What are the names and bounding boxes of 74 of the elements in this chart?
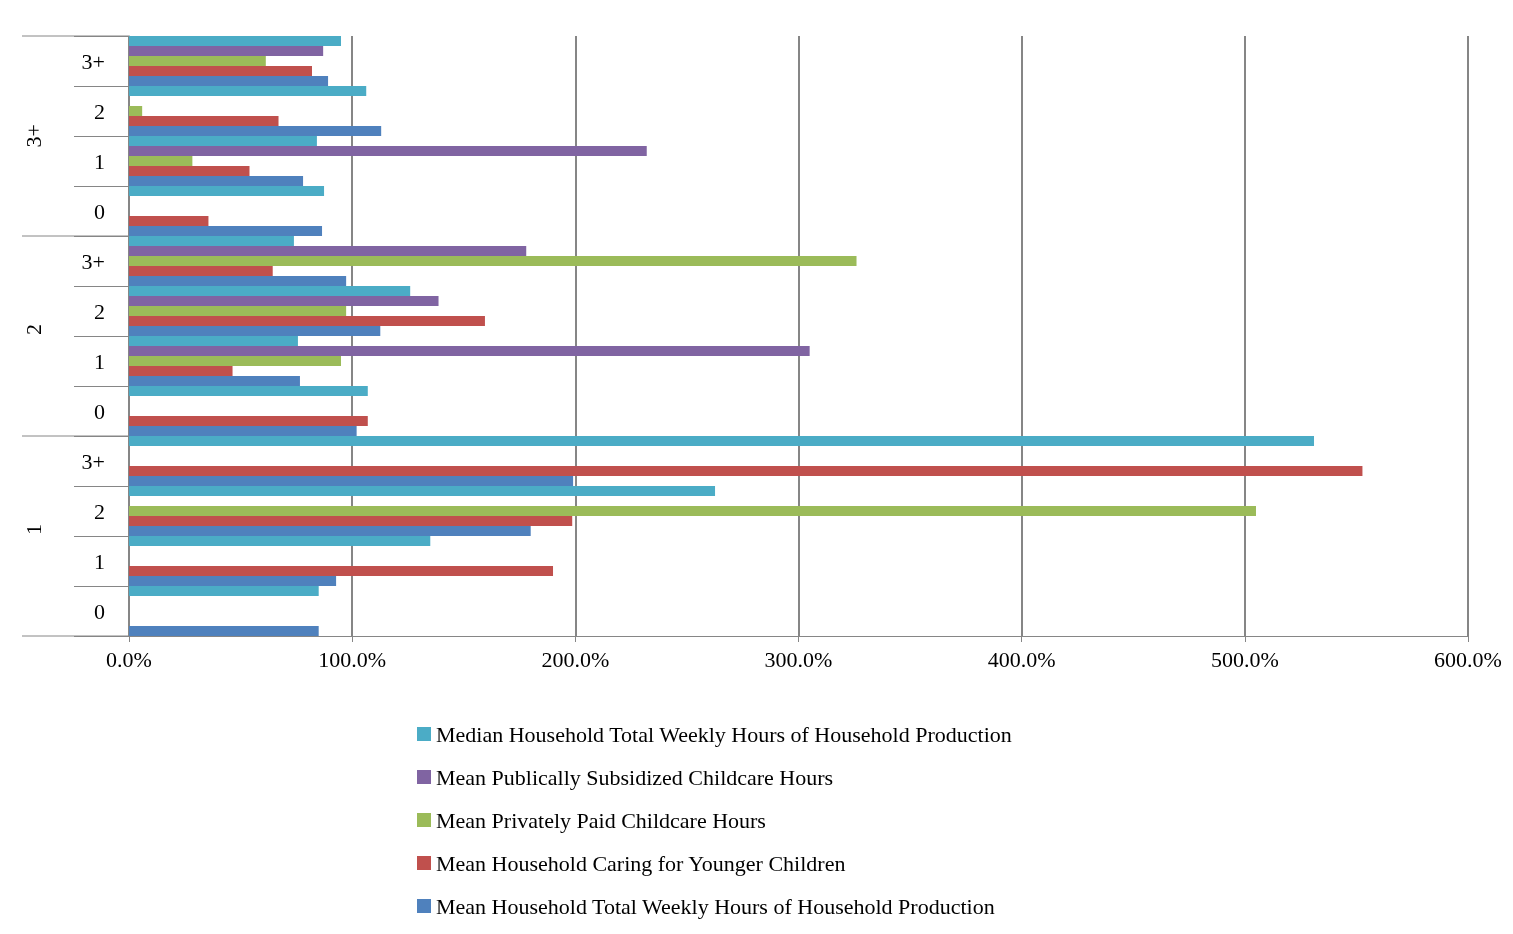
bar [129, 586, 319, 596]
x-tick-label: 300.0% [764, 646, 833, 672]
x-tick-label: 600.0% [1434, 646, 1502, 672]
y-tick-label: 3+ [81, 48, 105, 74]
bar [129, 256, 857, 266]
y-tick-label: 0 [94, 198, 105, 224]
bar [129, 146, 647, 156]
bar [129, 166, 250, 176]
x-tick-label: 0.0% [106, 646, 152, 672]
bar [129, 136, 317, 146]
bar [129, 56, 266, 66]
bar [129, 246, 527, 256]
bar [129, 106, 143, 116]
y-tick-label: 1 [94, 348, 105, 374]
bar [129, 126, 382, 136]
bar [129, 426, 357, 436]
legend-label: Median Household Total Weekly Hours of Household Production [436, 721, 1012, 747]
text: 1 [20, 524, 46, 535]
bar [129, 226, 323, 236]
legend-label: Mean Household Total Weekly Hours of Household Production [436, 893, 995, 919]
bar [129, 186, 325, 196]
bar [129, 436, 1315, 446]
bar [129, 306, 347, 316]
bar [129, 476, 574, 486]
bar [129, 376, 300, 386]
bar [129, 46, 324, 56]
bar [129, 536, 431, 546]
y-tick-label: 1 [94, 148, 105, 174]
bar [129, 296, 439, 306]
y-tick-label: 2 [94, 98, 105, 124]
bar [129, 356, 342, 366]
text: 2 [20, 324, 46, 335]
bar [129, 156, 193, 166]
bar [129, 346, 810, 356]
bar [129, 76, 329, 86]
y-tick-label: 2 [94, 498, 105, 524]
bar [129, 326, 381, 336]
x-tick-label: 500.0% [1210, 646, 1279, 672]
bar [129, 576, 337, 586]
legend-label: Mean Privately Paid Childcare Hours [436, 807, 766, 833]
x-tick-label: 200.0% [541, 646, 610, 672]
y-tick-label: 1 [94, 548, 105, 574]
bar [129, 526, 531, 536]
x-tick-label: 400.0% [987, 646, 1056, 672]
bar [129, 416, 368, 426]
bar [129, 216, 209, 226]
y-tick-label: 2 [94, 298, 105, 324]
legend-label: Mean Publically Subsidized Childcare Hours [436, 764, 834, 790]
text: 3+ [20, 123, 46, 148]
bar [129, 116, 279, 126]
bar [129, 626, 319, 636]
bar [129, 36, 342, 46]
bar [129, 66, 312, 76]
bar [129, 466, 1363, 476]
bar [129, 176, 304, 186]
bar [129, 86, 367, 96]
bar [129, 276, 347, 286]
y-tick-label: 3+ [81, 448, 105, 474]
bar [129, 316, 485, 326]
bar [129, 486, 716, 496]
y-tick-label: 3+ [81, 248, 105, 274]
bar [129, 506, 1256, 516]
bar [129, 566, 554, 576]
bar [129, 266, 273, 276]
bar [129, 336, 298, 346]
y-tick-label: 0 [94, 398, 105, 424]
bar [129, 386, 368, 396]
legend-label: Mean Household Caring for Younger Children [436, 850, 846, 876]
bar [129, 366, 233, 376]
bar [129, 236, 294, 246]
y-tick-label: 0 [94, 598, 105, 624]
x-tick-label: 100.0% [318, 646, 387, 672]
bar [129, 516, 573, 526]
bar [129, 286, 411, 296]
